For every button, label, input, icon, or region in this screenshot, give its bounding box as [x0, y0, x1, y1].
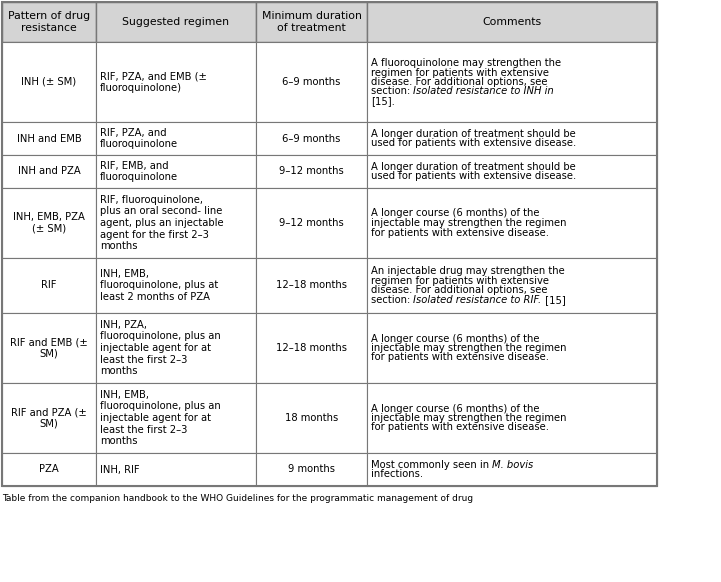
Bar [256, 313, 367, 383]
Text: Suggested regimen: Suggested regimen [123, 17, 229, 27]
Bar [96, 155, 256, 188]
Bar [2, 453, 96, 486]
Bar [2, 383, 96, 453]
Bar [367, 2, 657, 42]
Text: A fluoroquinolone may strengthen the: A fluoroquinolone may strengthen the [371, 58, 561, 68]
Text: Comments: Comments [482, 17, 541, 27]
Bar [367, 155, 657, 188]
Bar [256, 155, 367, 188]
Bar [96, 313, 256, 383]
Text: PZA: PZA [39, 464, 59, 474]
Text: Isolated resistance to RIF.: Isolated resistance to RIF. [413, 294, 541, 305]
Text: RIF, PZA, and
fluoroquinolone: RIF, PZA, and fluoroquinolone [100, 127, 178, 150]
Bar [367, 42, 657, 122]
Text: A longer duration of treatment should be: A longer duration of treatment should be [371, 162, 576, 172]
Text: disease. For additional options, see: disease. For additional options, see [371, 285, 547, 295]
Bar [367, 313, 657, 383]
Text: 9–12 months: 9–12 months [279, 166, 344, 176]
Bar [256, 188, 367, 258]
Bar [96, 258, 256, 313]
Text: RIF and EMB (±
SM): RIF and EMB (± SM) [10, 337, 88, 359]
Text: A longer course (6 months) of the: A longer course (6 months) of the [371, 333, 539, 343]
Text: M. bovis: M. bovis [492, 460, 534, 470]
Bar [256, 258, 367, 313]
Bar [367, 258, 657, 313]
Text: A longer duration of treatment should be: A longer duration of treatment should be [371, 129, 576, 139]
Text: RIF, EMB, and
fluoroquinolone: RIF, EMB, and fluoroquinolone [100, 161, 178, 182]
Bar [2, 155, 96, 188]
Text: INH, PZA,
fluoroquinolone, plus an
injectable agent for at
least the first 2–3
m: INH, PZA, fluoroquinolone, plus an injec… [100, 320, 221, 376]
Text: [15].: [15]. [371, 96, 395, 106]
Text: 9–12 months: 9–12 months [279, 218, 344, 228]
Text: A longer course (6 months) of the: A longer course (6 months) of the [371, 208, 539, 218]
Text: INH and EMB: INH and EMB [17, 133, 81, 144]
Text: 12–18 months: 12–18 months [276, 343, 347, 353]
Text: RIF and PZA (±
SM): RIF and PZA (± SM) [11, 407, 87, 429]
Text: INH, EMB, PZA
(± SM): INH, EMB, PZA (± SM) [13, 212, 85, 234]
Bar [96, 453, 256, 486]
Bar [2, 2, 96, 42]
Bar [367, 383, 657, 453]
Text: Most commonly seen in: Most commonly seen in [371, 460, 492, 470]
Text: regimen for patients with extensive: regimen for patients with extensive [371, 276, 549, 286]
Bar [367, 453, 657, 486]
Text: section:: section: [371, 87, 413, 97]
Text: 6–9 months: 6–9 months [283, 133, 341, 144]
Bar [96, 383, 256, 453]
Bar [256, 122, 367, 155]
Text: A longer course (6 months) of the: A longer course (6 months) of the [371, 403, 539, 413]
Bar [256, 383, 367, 453]
Text: An injectable drug may strengthen the: An injectable drug may strengthen the [371, 266, 565, 276]
Text: RIF: RIF [41, 281, 57, 290]
Text: injectable may strengthen the regimen: injectable may strengthen the regimen [371, 218, 567, 228]
Text: for patients with extensive disease.: for patients with extensive disease. [371, 423, 549, 432]
Text: INH, EMB,
fluoroquinolone, plus at
least 2 months of PZA: INH, EMB, fluoroquinolone, plus at least… [100, 269, 218, 302]
Text: INH, RIF: INH, RIF [100, 464, 140, 474]
Text: for patients with extensive disease.: for patients with extensive disease. [371, 228, 549, 237]
Bar [256, 453, 367, 486]
Text: 18 months: 18 months [285, 413, 338, 423]
Text: section:: section: [371, 294, 413, 305]
Text: INH, EMB,
fluoroquinolone, plus an
injectable agent for at
least the first 2–3
m: INH, EMB, fluoroquinolone, plus an injec… [100, 390, 221, 446]
Text: for patients with extensive disease.: for patients with extensive disease. [371, 353, 549, 363]
Bar [96, 122, 256, 155]
Bar [2, 313, 96, 383]
Text: Minimum duration
of treatment: Minimum duration of treatment [262, 11, 361, 33]
Text: INH and PZA: INH and PZA [17, 166, 80, 176]
Text: injectable may strengthen the regimen: injectable may strengthen the regimen [371, 343, 567, 353]
Bar [96, 188, 256, 258]
Bar [2, 42, 96, 122]
Text: disease. For additional options, see: disease. For additional options, see [371, 77, 547, 87]
Bar [96, 42, 256, 122]
Bar [2, 122, 96, 155]
Text: RIF, PZA, and EMB (±
fluoroquinolone): RIF, PZA, and EMB (± fluoroquinolone) [100, 71, 207, 93]
Bar [256, 42, 367, 122]
Text: Pattern of drug
resistance: Pattern of drug resistance [8, 11, 90, 33]
Bar [2, 258, 96, 313]
Text: 12–18 months: 12–18 months [276, 281, 347, 290]
Text: injectable may strengthen the regimen: injectable may strengthen the regimen [371, 413, 567, 423]
Text: regimen for patients with extensive: regimen for patients with extensive [371, 68, 549, 77]
Text: Isolated resistance to INH in: Isolated resistance to INH in [413, 87, 554, 97]
Text: 6–9 months: 6–9 months [283, 77, 341, 87]
Text: used for patients with extensive disease.: used for patients with extensive disease… [371, 171, 576, 181]
Text: RIF, fluoroquinolone,
plus an oral second- line
agent, plus an injectable
agent : RIF, fluoroquinolone, plus an oral secon… [100, 195, 224, 251]
Text: used for patients with extensive disease.: used for patients with extensive disease… [371, 139, 576, 148]
Text: INH (± SM): INH (± SM) [22, 77, 76, 87]
Bar [2, 2, 657, 486]
Bar [2, 188, 96, 258]
Text: infections.: infections. [371, 469, 423, 479]
Text: [15]: [15] [541, 294, 565, 305]
Text: Table from the companion handbook to the WHO Guidelines for the programmatic man: Table from the companion handbook to the… [2, 494, 473, 503]
Bar [367, 122, 657, 155]
Bar [256, 2, 367, 42]
Text: 9 months: 9 months [288, 464, 335, 474]
Bar [96, 2, 256, 42]
Bar [367, 188, 657, 258]
